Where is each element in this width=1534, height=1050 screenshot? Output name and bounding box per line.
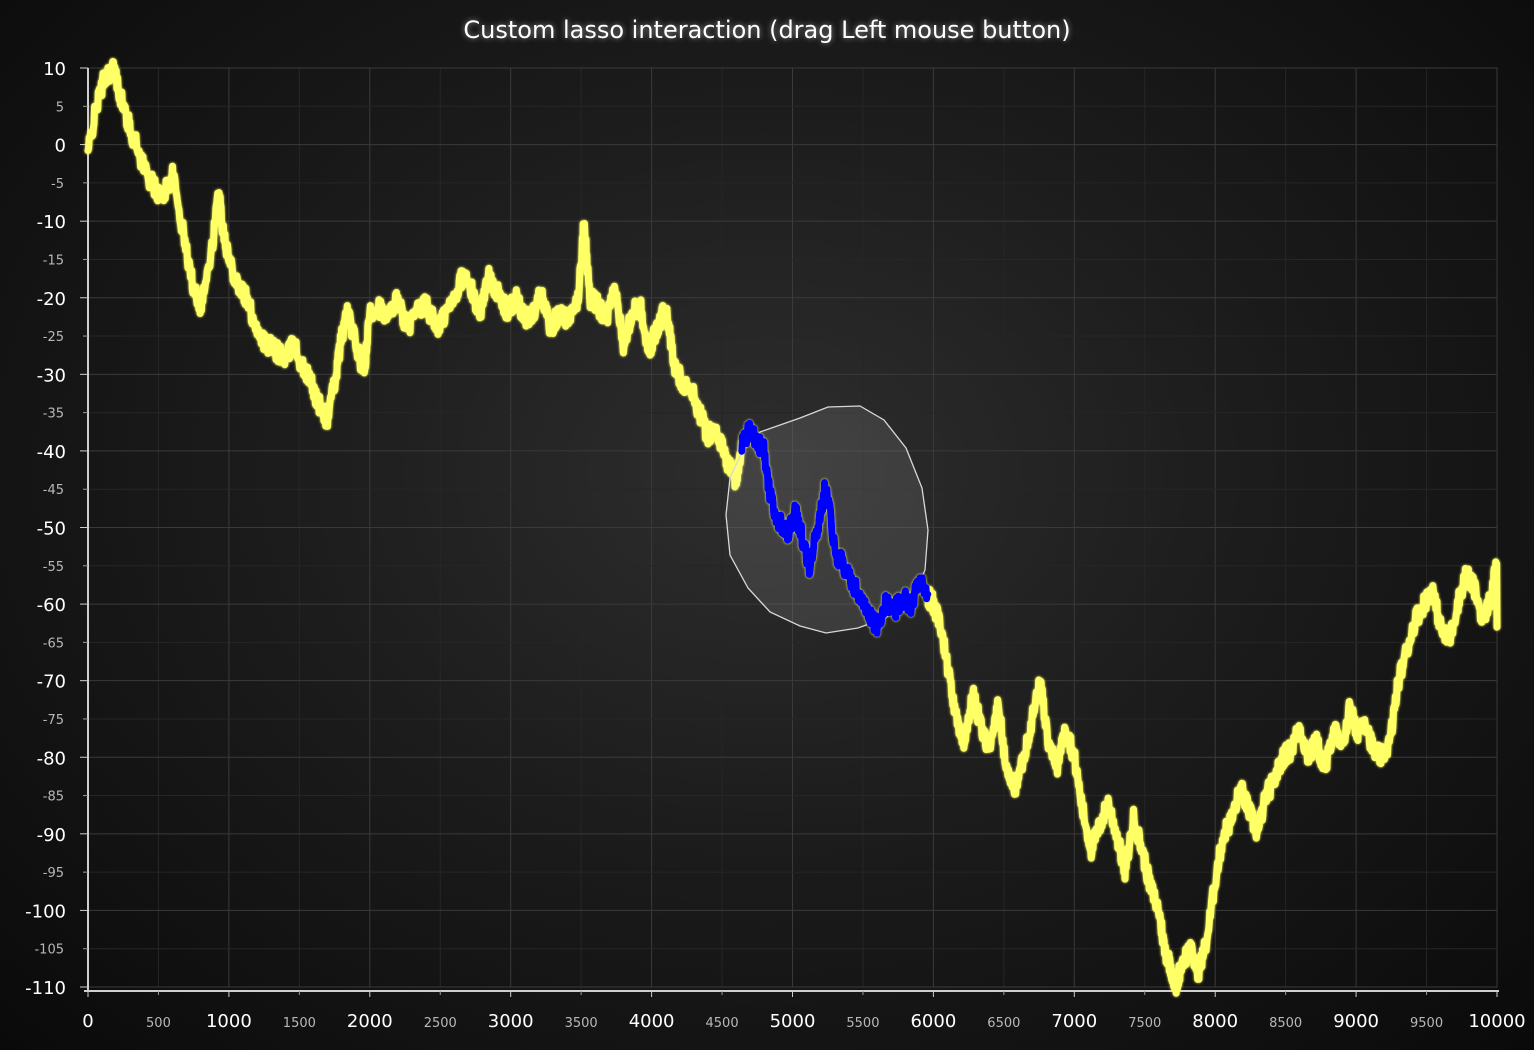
y-tick-label: -90 — [37, 825, 66, 846]
y-tick-label-minor: -45 — [43, 483, 64, 498]
y-tick-label-minor: -55 — [43, 560, 64, 575]
y-tick-label: -20 — [37, 289, 66, 310]
x-tick-label: 7000 — [1051, 1011, 1097, 1032]
series-line-selected — [738, 419, 932, 637]
selected-layer — [738, 419, 932, 637]
x-tick-label-minor: 5500 — [846, 1016, 879, 1031]
y-tick-label: -60 — [37, 595, 66, 616]
x-tick-label: 1000 — [206, 1011, 252, 1032]
x-tick-label-minor: 8500 — [1269, 1016, 1302, 1031]
x-tick-label: 2000 — [347, 1011, 393, 1032]
x-tick-label-minor: 1500 — [283, 1016, 316, 1031]
x-tick-label-minor: 2500 — [424, 1016, 457, 1031]
x-tick-label: 6000 — [910, 1011, 956, 1032]
y-tick-label: 10 — [43, 59, 66, 80]
y-tick-label-minor: -75 — [43, 713, 64, 728]
x-tick-label: 8000 — [1192, 1011, 1238, 1032]
y-tick-label-minor: -5 — [51, 177, 64, 192]
y-tick-label: -80 — [37, 748, 66, 769]
y-tick-label: -10 — [37, 212, 66, 233]
y-tick-label-minor: -25 — [43, 330, 64, 345]
x-tick-label: 4000 — [629, 1011, 675, 1032]
x-tick-label-minor: 9500 — [1410, 1016, 1443, 1031]
x-tick-label: 9000 — [1333, 1011, 1379, 1032]
x-tick-label: 3000 — [488, 1011, 534, 1032]
y-tick-label-minor: -15 — [43, 253, 64, 268]
y-tick-label-minor: -95 — [43, 866, 64, 881]
x-tick-label-minor: 500 — [146, 1016, 171, 1031]
x-tick-label: 10000 — [1468, 1011, 1525, 1032]
y-tick-label: -40 — [37, 442, 66, 463]
x-tick-label: 0 — [82, 1011, 93, 1032]
chart-title: Custom lasso interaction (drag Left mous… — [463, 16, 1071, 44]
y-tick-label-minor: -35 — [43, 407, 64, 422]
y-tick-label: -30 — [37, 365, 66, 386]
x-tick-label-minor: 3500 — [565, 1016, 598, 1031]
y-tick-label: -70 — [37, 672, 66, 693]
x-tick-label-minor: 6500 — [987, 1016, 1020, 1031]
y-tick-label-minor: -105 — [34, 943, 64, 958]
y-tick-label-minor: 5 — [56, 100, 64, 115]
y-tick-label-minor: -85 — [43, 790, 64, 805]
axes: 0 1000 2000 3000 4000 5000 6000 7000 8000 9000 100… — [25, 59, 1525, 1032]
y-tick-label: -100 — [25, 901, 66, 922]
y-tick-label: -50 — [37, 519, 66, 540]
x-tick-label-minor: 7500 — [1128, 1016, 1161, 1031]
x-tick-label-minor: 4500 — [706, 1016, 739, 1031]
y-tick-label-minor: -65 — [43, 636, 64, 651]
y-tick-label: -110 — [25, 978, 66, 999]
y-tick-label: 0 — [55, 136, 66, 157]
x-tick-label: 5000 — [770, 1011, 816, 1032]
